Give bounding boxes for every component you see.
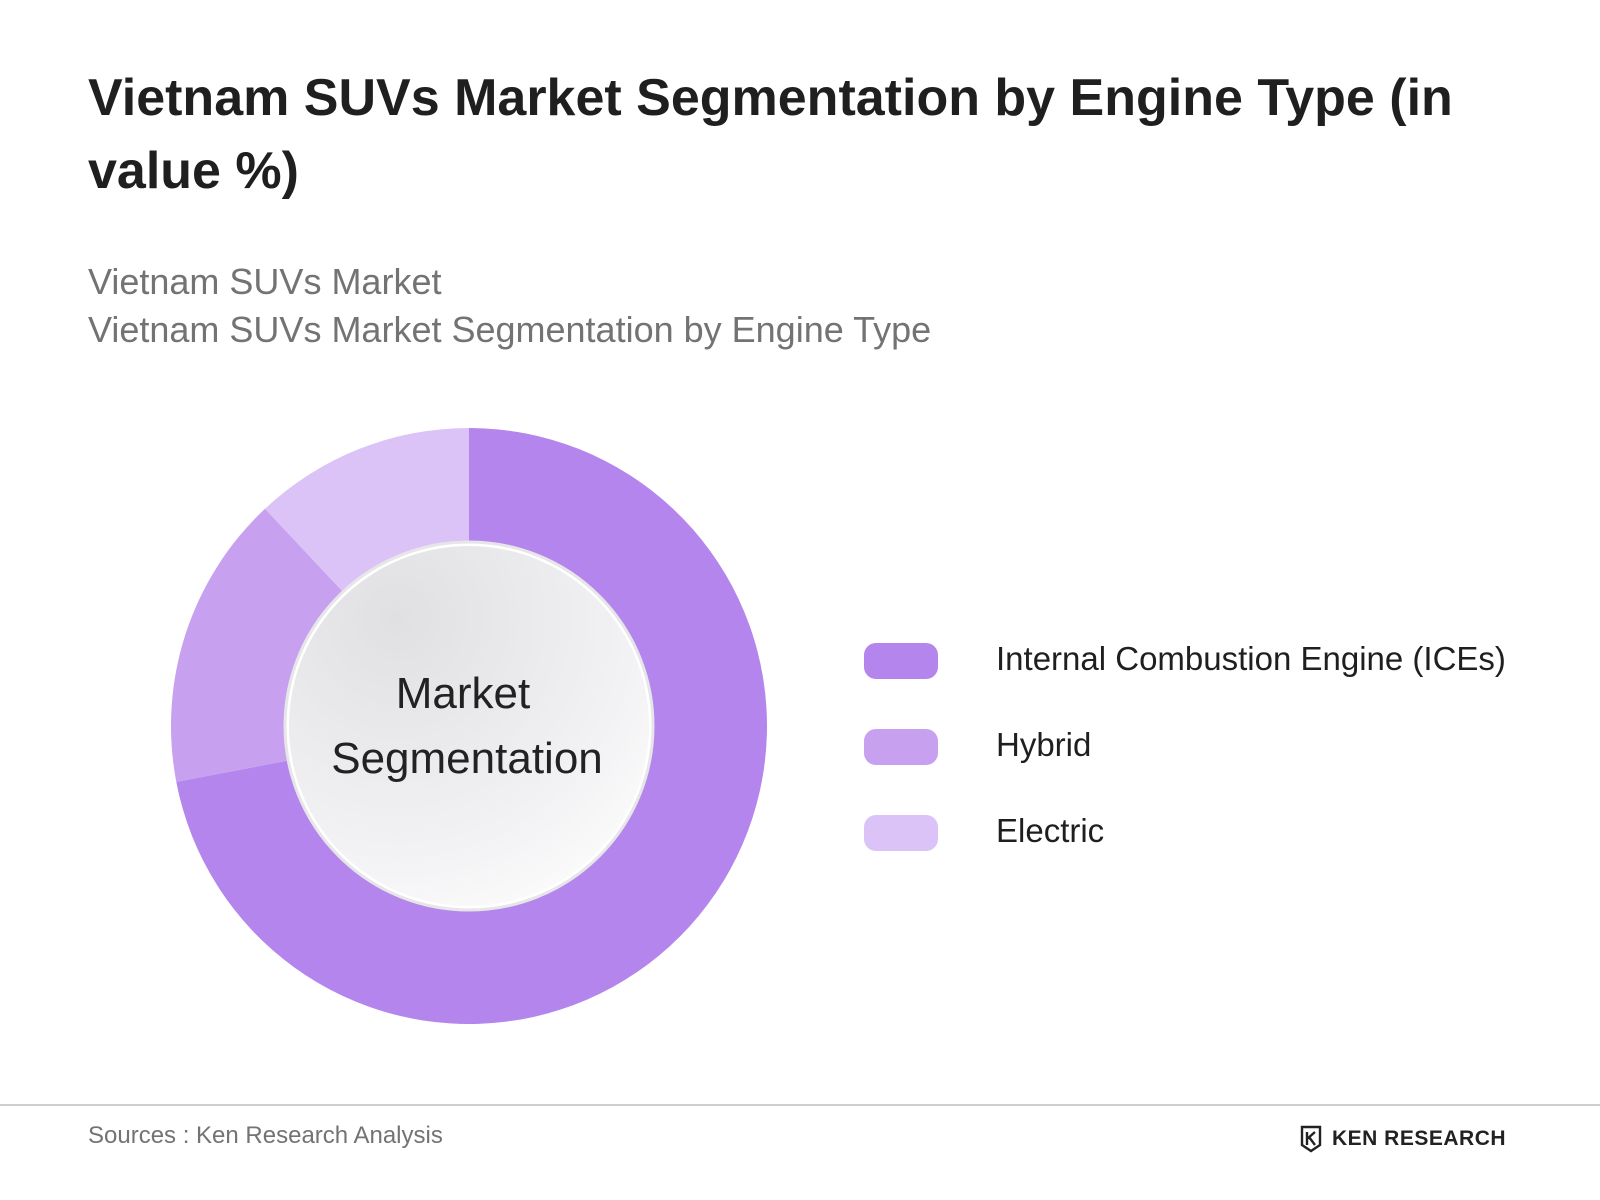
legend-label-electric: Electric bbox=[996, 812, 1105, 849]
ken-research-logo: KEN RESEARCH bbox=[1300, 1124, 1506, 1154]
chart-subtitle-market: Vietnam SUVs Market bbox=[88, 261, 442, 302]
donut-center-fill bbox=[289, 546, 649, 906]
chart-subtitle-segmentation: Vietnam SUVs Market Segmentation by Engi… bbox=[88, 309, 932, 350]
center-label-market: Market bbox=[396, 669, 530, 718]
legend-item-ices: Internal Combustion Engine (ICEs) bbox=[864, 640, 1524, 681]
legend-item-electric: Electric bbox=[864, 812, 1524, 853]
footer-divider bbox=[0, 1104, 1600, 1106]
legend-swatch-electric bbox=[864, 815, 938, 851]
ken-research-logo-text: KEN RESEARCH bbox=[1332, 1127, 1507, 1150]
source-note: Sources : Ken Research Analysis bbox=[88, 1122, 443, 1149]
ken-research-logo-icon bbox=[1300, 1125, 1322, 1153]
legend-label-hybrid: Hybrid bbox=[996, 726, 1092, 763]
chart-title: Vietnam SUVs Market Segmentation by Engi… bbox=[88, 69, 1453, 200]
center-label-segmentation: Segmentation bbox=[331, 734, 603, 783]
legend-swatch-ices bbox=[864, 643, 938, 679]
legend-label-ices: Internal Combustion Engine (ICEs) bbox=[996, 640, 1506, 677]
legend-swatch-hybrid bbox=[864, 729, 938, 765]
legend-item-hybrid: Hybrid bbox=[864, 726, 1524, 767]
